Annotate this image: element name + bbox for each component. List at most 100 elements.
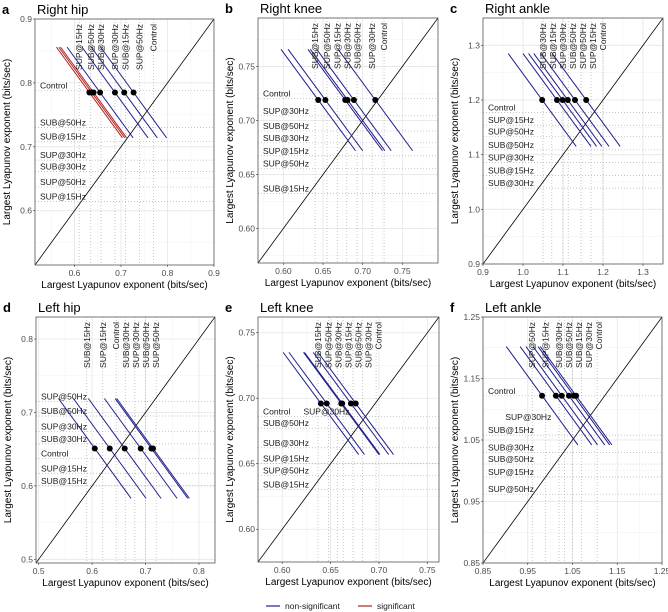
plot-area [483, 18, 663, 264]
x-axis-title: Largest Lyapunov exponent (bits/sec) [489, 578, 655, 589]
left-condition-label: SUP@50Hz [263, 159, 309, 169]
left-condition-label: SUB@30Hz [263, 438, 309, 448]
legend: non-significant significant [266, 601, 415, 611]
data-point [90, 89, 97, 96]
x-tick-label: 0.7 [115, 268, 127, 278]
top-condition-label: SUP@50Hz [151, 322, 161, 368]
left-condition-label: SUP@50Hz [40, 177, 86, 187]
top-condition-label: SUP@15Hz [74, 24, 84, 70]
data-point [539, 97, 546, 103]
x-tick-label: 0.75 [419, 565, 436, 575]
data-point [554, 97, 560, 103]
data-point [552, 392, 559, 399]
left-condition-label: SUB@50Hz [41, 406, 87, 416]
identity-line [35, 19, 214, 265]
top-condition-label: SUP@15Hz [332, 23, 342, 69]
y-tick-label: 0.70 [238, 116, 255, 126]
data-point [317, 400, 324, 407]
top-condition-label: SUB@50Hz [354, 322, 364, 368]
top-condition-label: SUP@30Hz [558, 23, 568, 69]
data-point [572, 97, 578, 103]
plot-border [35, 316, 216, 564]
y-tick-label: 1.25 [463, 312, 480, 322]
y-tick-label: 0.6 [21, 481, 33, 491]
data-point [347, 400, 354, 407]
x-tick-label: 0.5 [33, 566, 45, 576]
top-condition-label: SUB@15Hz [82, 322, 92, 368]
left-condition-label: Control [488, 103, 516, 113]
top-condition-label: SUB@30Hz [538, 23, 548, 69]
data-point [322, 97, 329, 104]
x-tick-label: 0.60 [275, 266, 292, 276]
data-point [583, 97, 590, 103]
y-tick-label: 0.85 [463, 558, 480, 568]
x-tick-label: 0.65 [322, 565, 339, 575]
data-point [323, 400, 330, 407]
x-tick-label: 0.60 [274, 565, 291, 575]
top-condition-label: SUP@50Hz [135, 24, 145, 70]
x-tick-label: 1.1 [557, 267, 569, 277]
left-condition-label: SUB@50Hz [488, 454, 534, 464]
top-condition-label: SUB@15Hz [310, 23, 320, 69]
left-condition-label: Control [263, 406, 291, 416]
y-tick-label: 0.8 [21, 334, 33, 344]
panel-title: Right ankle [485, 1, 550, 16]
top-condition-label: Control [111, 322, 121, 350]
top-condition-label: SUP@30Hz [364, 322, 374, 368]
top-condition-label: Control [594, 322, 604, 350]
left-condition-label: SUP@15Hz [41, 463, 87, 473]
identity-line [483, 317, 662, 563]
y-tick-label: 1.2 [468, 95, 480, 105]
left-condition-label: SUB@15Hz [263, 480, 309, 490]
left-condition-label: SUP@30Hz [40, 150, 86, 160]
x-tick-label: 0.75 [394, 266, 411, 276]
top-condition-label: SUB@50Hz [86, 24, 96, 70]
data-point [150, 445, 157, 452]
plot-border [257, 17, 439, 264]
top-condition-label: SUP@15Hz [98, 322, 108, 368]
top-condition-label: SUP@50Hz [324, 322, 334, 368]
top-condition-label: SUB@50Hz [141, 322, 151, 368]
top-condition-label: SUB@15Hz [548, 23, 558, 69]
left-condition-label: SUB@15Hz [488, 425, 534, 435]
top-condition-label: Control [149, 24, 159, 52]
left-condition-label: SUP@30Hz [263, 106, 309, 116]
data-point [111, 89, 118, 96]
x-tick-label: 1.2 [597, 267, 609, 277]
y-tick-label: 0.65 [238, 459, 255, 469]
y-tick-label: 0.95 [463, 497, 480, 507]
y-tick-label: 0.8 [20, 78, 32, 88]
y-tick-label: 0.65 [238, 169, 255, 179]
data-point [130, 89, 137, 96]
left-condition-label: SUB@50Hz [263, 121, 309, 131]
data-point [121, 89, 128, 96]
data-point [315, 97, 322, 104]
y-tick-label: 0.60 [238, 524, 255, 534]
data-point [91, 445, 98, 452]
x-tick-label: 0.85 [475, 566, 492, 576]
y-tick-label: 1.15 [463, 374, 480, 384]
data-point [565, 392, 572, 399]
left-condition-label: SUB@15Hz [488, 166, 534, 176]
x-tick-label: 0.95 [519, 566, 536, 576]
legend-label-significant: significant [377, 601, 415, 611]
data-point [339, 400, 346, 407]
data-point [559, 97, 566, 103]
plot-area [35, 19, 214, 265]
top-condition-label: Control [598, 23, 608, 51]
x-tick-label: 1.3 [637, 267, 649, 277]
left-condition-label: Control [263, 89, 291, 99]
left-condition-label: SUP@15Hz [488, 115, 534, 125]
top-condition-label: SUP@30Hz [110, 24, 120, 70]
left-condition-label: SUP@50Hz [41, 391, 87, 401]
panel-letter: e [225, 300, 232, 315]
y-tick-label: 0.9 [468, 259, 480, 269]
legend-label-non-significant: non-significant [285, 601, 340, 611]
plot-border [34, 18, 215, 266]
data-point [573, 392, 580, 399]
left-condition-label: SUP@15Hz [488, 467, 534, 477]
panel-title: Left knee [260, 300, 314, 315]
